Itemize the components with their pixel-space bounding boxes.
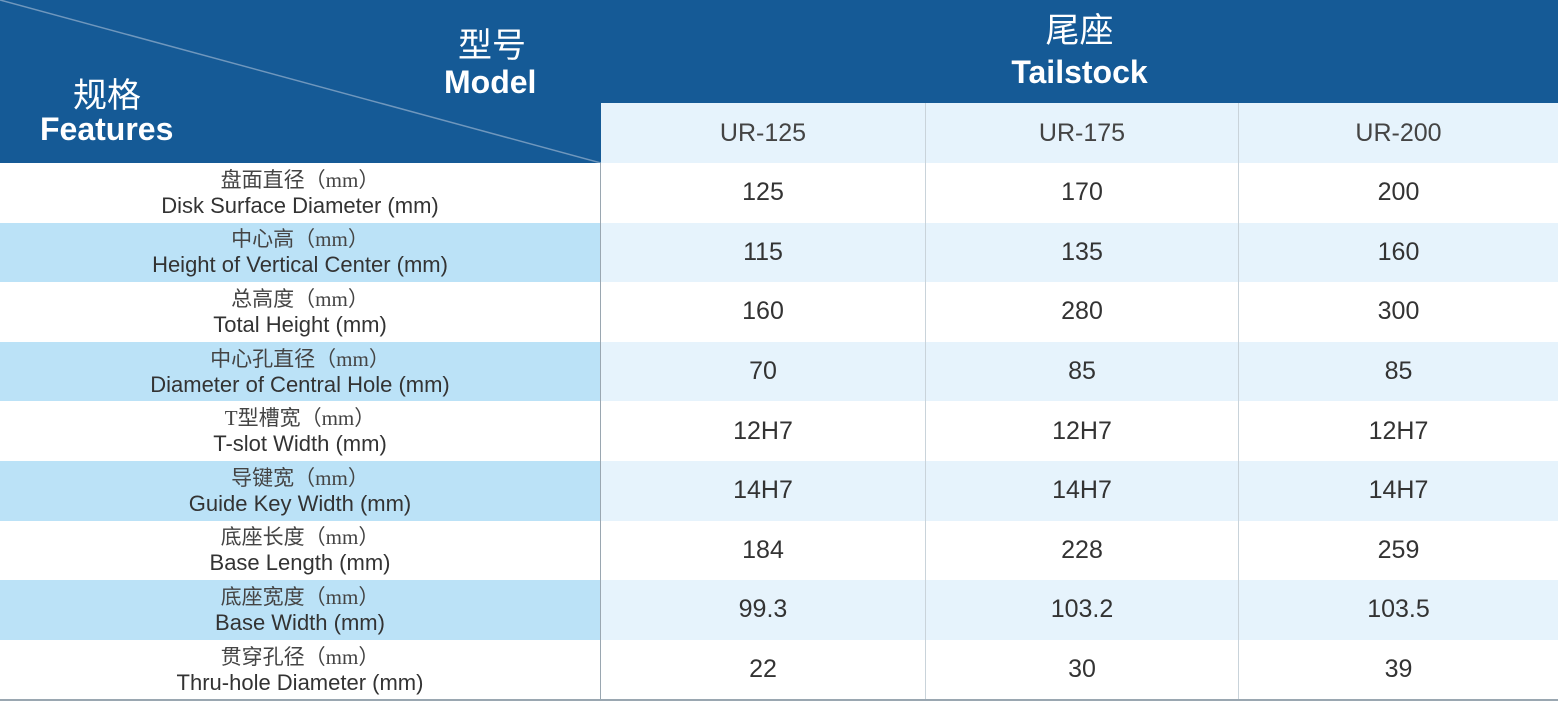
feature-cn: 盘面直径（mm） [220,167,380,192]
feature-cell: 贯穿孔径（mm） Thru-hole Diameter (mm) [0,639,601,700]
diagonal [0,0,601,163]
value-cell: 39 [1238,639,1558,700]
value-cell: 99.3 [601,580,925,640]
value-cell: 184 [601,520,925,581]
value-cell: 160 [601,282,925,342]
value-cell: 14H7 [601,461,925,521]
value-cell: 12H7 [1238,401,1558,461]
value-cell: 259 [1238,520,1558,581]
value-cell: 70 [601,341,925,402]
value-cell: 103.5 [1238,580,1558,640]
model-en: Model [444,64,537,100]
bottom-border [0,699,1558,702]
feature-cell: T型槽宽（mm） T-slot Width (mm) [0,401,601,461]
feature-cn: 底座长度（mm） [220,525,380,550]
feature-cn: 总高度（mm） [231,286,369,311]
feature-cn: 中心孔直径（mm） [210,346,390,371]
feature-en: Disk Surface Diameter (mm) [161,192,439,218]
value-cell: 85 [1238,341,1558,402]
feature-en: Thru-hole Diameter (mm) [176,669,424,695]
model-name: UR-200 [1238,103,1558,163]
value-cell: 14H7 [925,461,1238,521]
model-name: UR-125 [601,103,925,163]
feature-en: Total Height (mm) [213,311,387,337]
value-cell: 280 [925,282,1238,342]
value-cell: 125 [601,163,925,223]
value-cell: 12H7 [925,401,1238,461]
feature-cn: 底座宽度（mm） [220,584,380,609]
features-en: Features [40,111,174,147]
feature-cn: 贯穿孔径（mm） [220,644,380,669]
value-cell: 12H7 [601,401,925,461]
feature-cell: 导键宽（mm） Guide Key Width (mm) [0,461,601,521]
value-cell: 170 [925,163,1238,223]
feature-en: Base Width (mm) [215,609,385,635]
feature-en: T-slot Width (mm) [213,431,387,457]
value-cell: 14H7 [1238,461,1558,521]
value-cell: 103.2 [925,580,1238,640]
feature-en: Base Length (mm) [209,550,391,576]
group-cn: 尾座 [1045,13,1114,50]
model-cn: 型号 [458,28,526,65]
feature-cell: 总高度（mm） Total Height (mm) [0,282,601,342]
value-cell: 115 [601,222,925,283]
corner-cell: 型号 Model 规格 Features [0,0,601,163]
feature-cell: 底座宽度（mm） Base Width (mm) [0,580,601,640]
feature-en: Guide Key Width (mm) [188,490,412,516]
value-cell: 22 [601,639,925,700]
value-cell: 200 [1238,163,1558,223]
features-cn: 规格 [73,78,141,115]
model-name: UR-175 [925,103,1238,163]
group-cell: 尾座 Tailstock [601,0,1558,103]
value-cell: 135 [925,222,1238,283]
feature-en: Height of Vertical Center (mm) [152,252,448,278]
value-cell: 160 [1238,222,1558,283]
feature-cn: 中心高（mm） [231,227,369,252]
value-cell: 300 [1238,282,1558,342]
value-cell: 85 [925,341,1238,402]
feature-cell: 中心高（mm） Height of Vertical Center (mm) [0,222,601,283]
feature-cn: 导键宽（mm） [231,465,369,490]
feature-cell: 盘面直径（mm） Disk Surface Diameter (mm) [0,163,601,223]
feature-en: Diameter of Central Hole (mm) [150,371,450,397]
feature-cell: 中心孔直径（mm） Diameter of Central Hole (mm) [0,341,601,402]
value-cell: 228 [925,520,1238,581]
feature-cn: T型槽宽（mm） [224,406,376,431]
feature-cell: 底座长度（mm） Base Length (mm) [0,520,601,581]
value-cell: 30 [925,639,1238,700]
group-en: Tailstock [1011,54,1148,90]
